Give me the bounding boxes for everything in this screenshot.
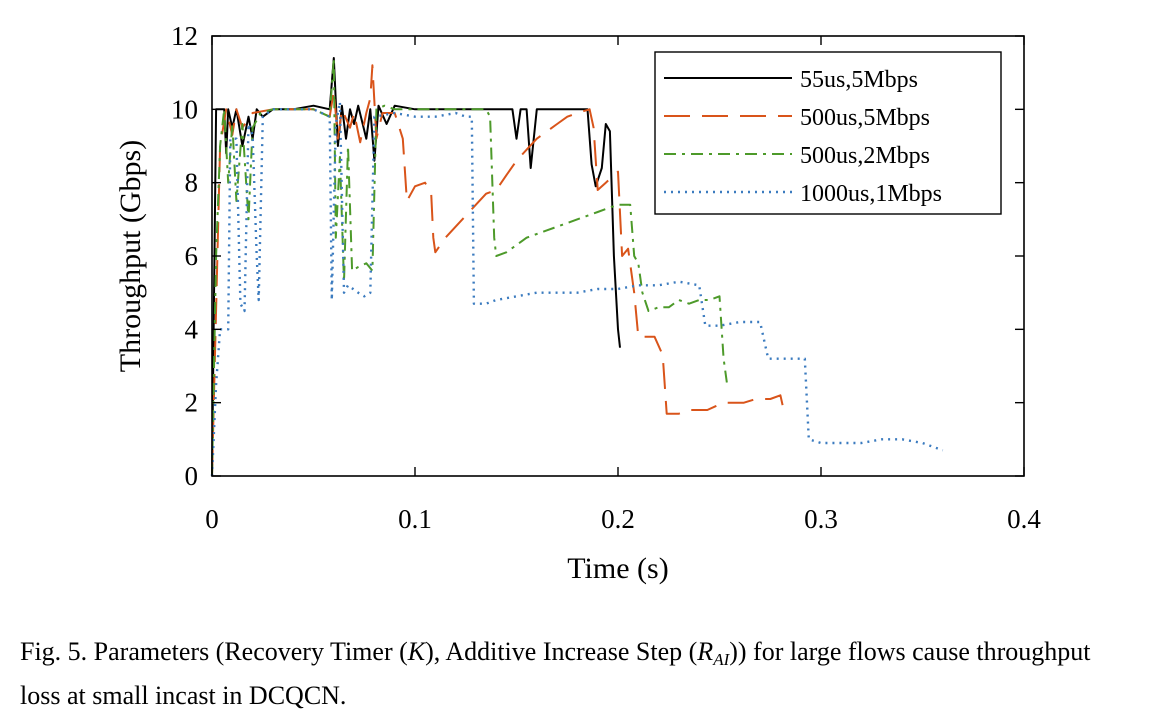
legend-label-3: 500us,2Mbps (800, 143, 930, 169)
caption-mid: ), Additive Increase Step ( (425, 637, 698, 666)
caption-var-k: K (407, 637, 426, 666)
y-tick-label: 6 (185, 241, 199, 271)
x-axis-label: Time (s) (567, 552, 668, 585)
figure-caption: Fig. 5. Parameters (Recovery Timer (K), … (20, 634, 1130, 714)
ticks-layer: 0 0.1 0.2 0.3 0.4 0 2 4 6 8 10 12 (171, 21, 1041, 534)
y-tick-label: 8 (185, 168, 199, 198)
legend: 55us,5Mbps 500us,5Mbps 500us,2Mbps 1000us,1… (654, 51, 1002, 215)
series-line-3 (211, 57, 729, 477)
y-tick-label: 4 (185, 314, 199, 344)
caption-var-r-sub: AI (713, 650, 730, 669)
x-tick-label: 0.1 (398, 504, 432, 534)
caption-lead: Fig. 5. Parameters (Recovery Timer ( (20, 637, 408, 666)
legend-label-2: 500us,5Mbps (800, 105, 930, 131)
caption-tail: )) for large flows cause throughput loss… (20, 637, 1091, 710)
x-tick-label: 0.4 (1007, 504, 1041, 534)
legend-label-1: 55us,5Mbps (800, 67, 918, 93)
x-tick-label: 0 (205, 504, 219, 534)
caption-var-r: R (697, 637, 714, 666)
legend-entries: 55us,5Mbps 500us,5Mbps 500us,2Mbps 1000us,1… (664, 67, 942, 207)
series-line-2 (211, 64, 786, 477)
y-tick-label: 12 (171, 21, 198, 51)
y-tick-label: 2 (185, 388, 199, 418)
y-axis-label: Throughput (Gbps) (114, 140, 147, 372)
legend-label-4: 1000us,1Mbps (800, 181, 942, 207)
series-layer (210, 57, 944, 477)
x-tick-label: 0.3 (804, 504, 838, 534)
y-tick-label: 10 (171, 94, 198, 124)
series-line-1 (211, 57, 621, 477)
y-tick-label: 0 (185, 461, 199, 491)
throughput-chart: 0 0.1 0.2 0.3 0.4 0 2 4 6 8 10 12 Time (s) Throughp… (114, 21, 1041, 585)
x-tick-label: 0.2 (601, 504, 635, 534)
